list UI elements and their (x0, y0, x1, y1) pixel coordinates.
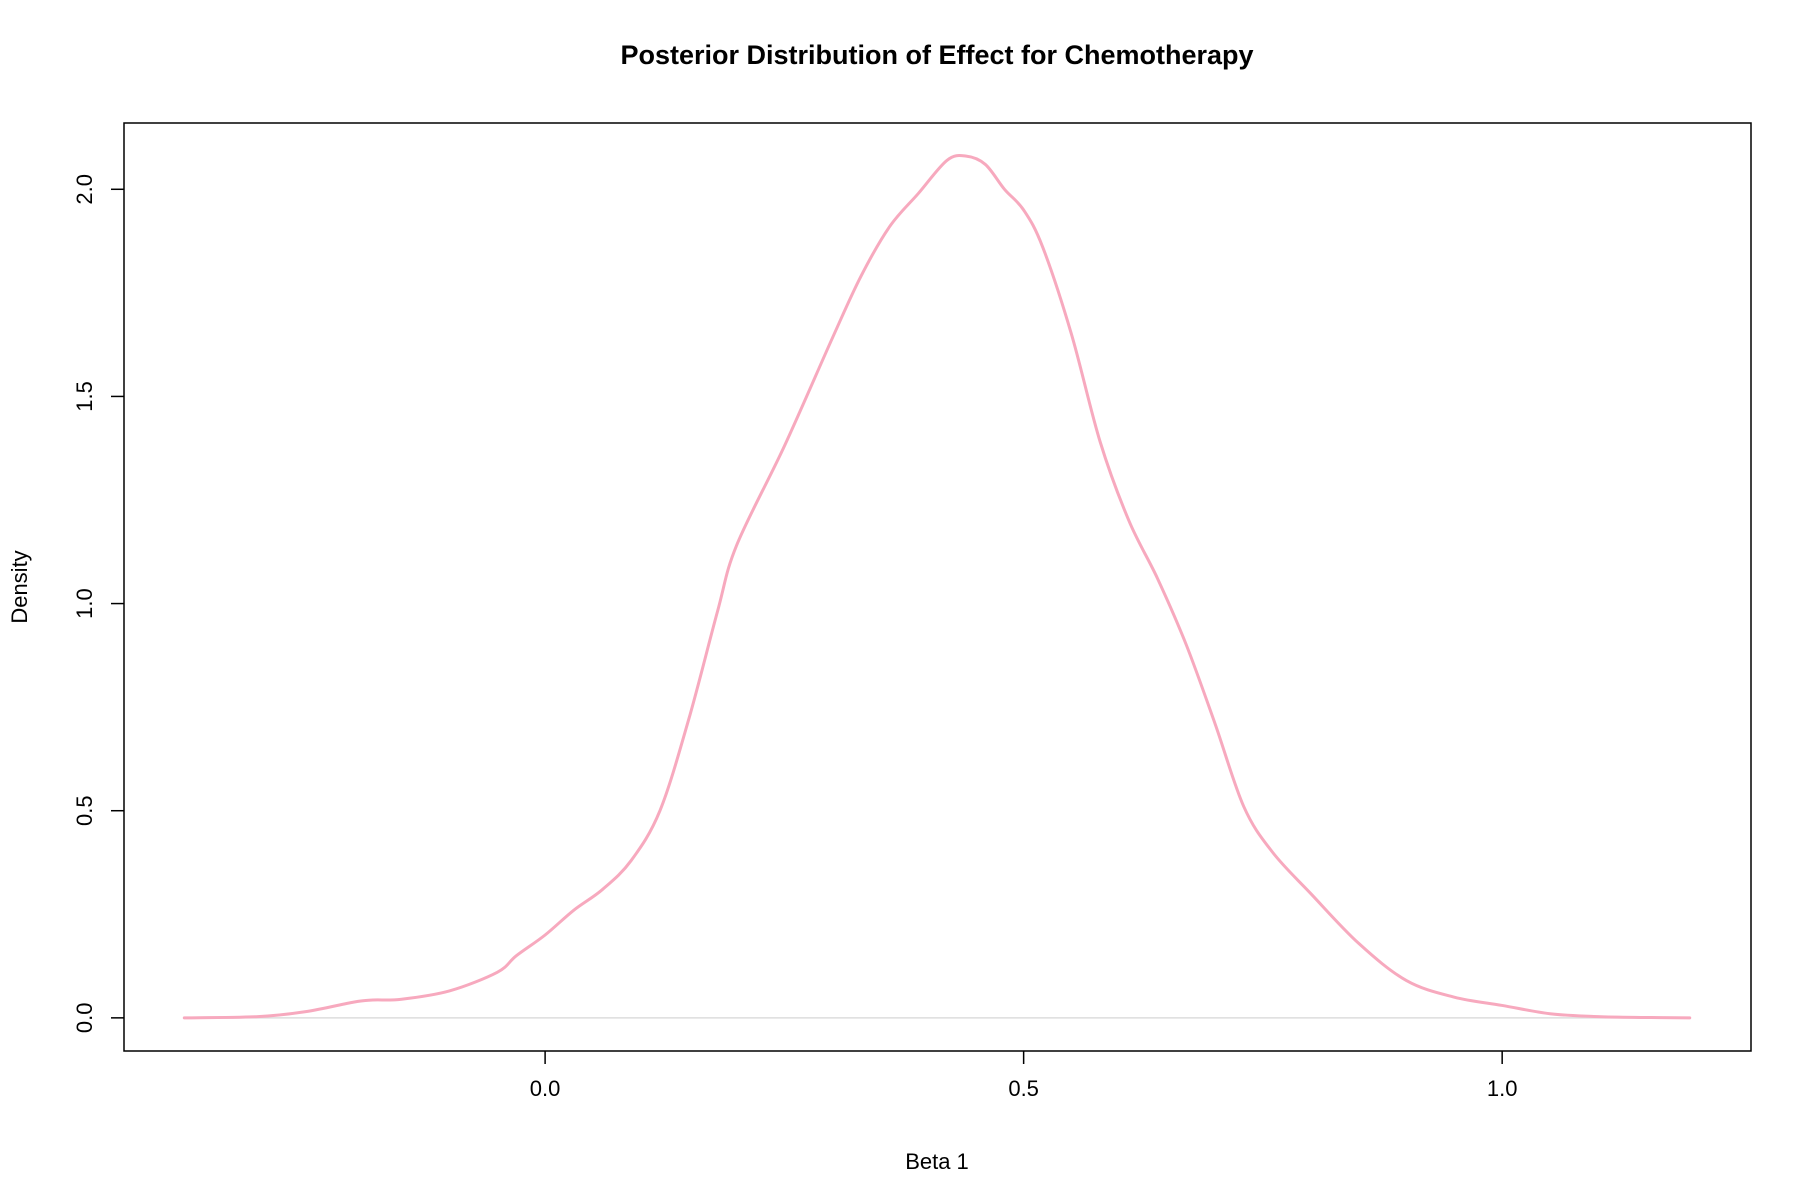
plot-frame (123, 122, 1752, 1052)
y-tick-label: 1.5 (72, 381, 97, 412)
x-axis: 0.0 0.5 1.0 (530, 1051, 1518, 1101)
chart-title: Posterior Distribution of Effect for Che… (620, 40, 1253, 70)
density-line (182, 154, 1692, 1020)
y-axis-label: Density (7, 550, 32, 623)
x-tick-label: 0.0 (530, 1076, 561, 1101)
y-tick-label: 0.0 (72, 1003, 97, 1034)
y-axis: 0.0 0.5 1.0 1.5 2.0 (72, 174, 124, 1033)
y-tick-label: 1.0 (72, 588, 97, 619)
x-tick-label: 1.0 (1487, 1076, 1518, 1101)
y-tick-label: 2.0 (72, 174, 97, 205)
x-tick-label: 0.5 (1008, 1076, 1039, 1101)
x-axis-label: Beta 1 (905, 1149, 969, 1174)
y-tick-label: 0.5 (72, 795, 97, 826)
